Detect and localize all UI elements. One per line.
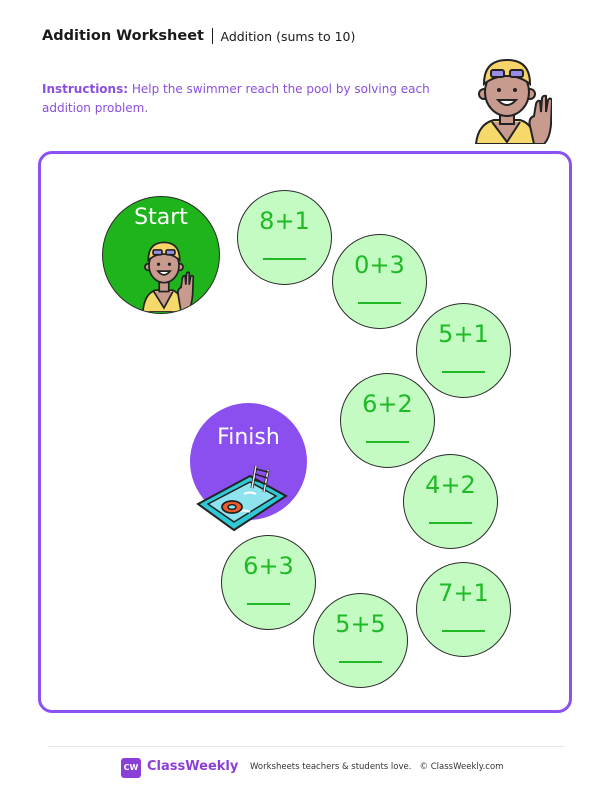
swimmer-waving-icon (462, 54, 554, 145)
problem-bubble: 5+5 (313, 593, 408, 688)
answer-blank[interactable] (339, 661, 382, 663)
instructions-text: Help the swimmer reach the pool by solvi… (42, 82, 430, 115)
footer-divider (48, 746, 564, 747)
answer-blank[interactable] (263, 258, 306, 260)
answer-blank[interactable] (442, 371, 485, 373)
problem-expression: 7+1 (438, 579, 489, 607)
problem-expression: 0+3 (354, 251, 405, 279)
copyright-text: © ClassWeekly.com (419, 762, 504, 772)
problem-expression: 5+1 (438, 320, 489, 348)
start-label: Start (134, 205, 188, 230)
finish-label: Finish (217, 425, 280, 450)
problem-expression: 8+1 (259, 207, 310, 235)
problem-bubble: 7+1 (416, 562, 511, 657)
answer-blank[interactable] (247, 603, 290, 605)
brand-name: ClassWeekly (147, 759, 239, 774)
problem-bubble: 6+3 (221, 535, 316, 630)
title-divider (211, 28, 214, 44)
problem-expression: 6+2 (362, 390, 413, 418)
worksheet-header: Addition Worksheet Addition (sums to 10) (42, 28, 355, 44)
page-subtitle: Addition (sums to 10) (220, 28, 356, 44)
problem-bubble: 5+1 (416, 303, 511, 398)
problem-expression: 4+2 (425, 471, 476, 499)
instructions: Instructions: Help the swimmer reach the… (42, 80, 442, 118)
problem-bubble: 6+2 (340, 373, 435, 468)
tagline-text: Worksheets teachers & students love. (250, 762, 412, 772)
page-title: Addition Worksheet (42, 28, 204, 44)
answer-blank[interactable] (366, 441, 409, 443)
answer-blank[interactable] (358, 302, 401, 304)
swimmer-waving-icon (133, 237, 195, 313)
problem-bubble: 0+3 (332, 234, 427, 329)
problem-bubble: 4+2 (403, 454, 498, 549)
game-board (38, 151, 572, 713)
problem-expression: 6+3 (243, 552, 294, 580)
answer-blank[interactable] (429, 522, 472, 524)
footer-tagline: Worksheets teachers & students love. © C… (250, 762, 503, 772)
instructions-label: Instructions: (42, 82, 129, 96)
answer-blank[interactable] (442, 630, 485, 632)
classweekly-logo-icon: CW (121, 758, 141, 778)
swimming-pool-icon (194, 462, 289, 534)
problem-expression: 5+5 (335, 610, 386, 638)
problem-bubble: 8+1 (237, 190, 332, 285)
start-node: Start (102, 196, 220, 314)
